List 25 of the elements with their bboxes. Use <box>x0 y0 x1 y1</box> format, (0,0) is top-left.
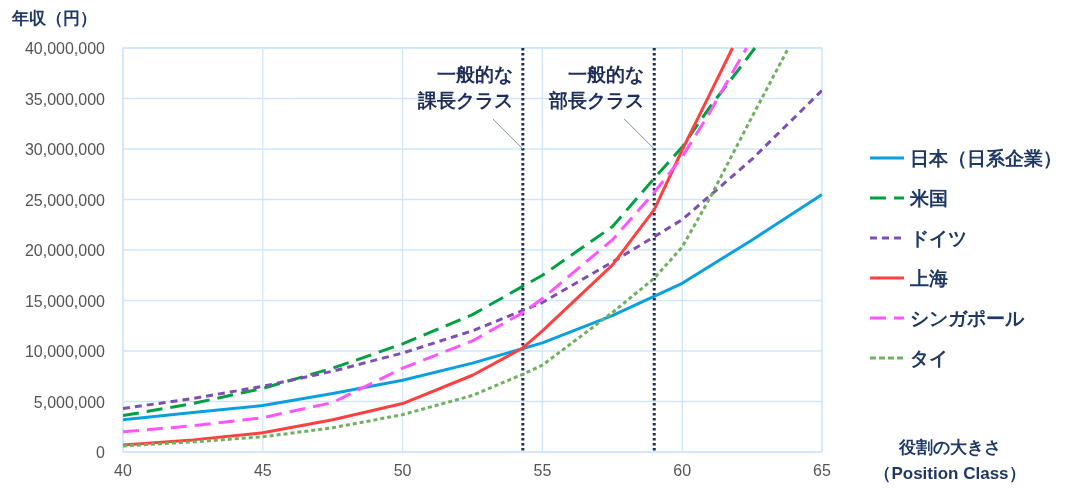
y-tick-label: 0 <box>96 444 106 461</box>
x-tick-label: 60 <box>673 462 692 479</box>
y-tick-label: 25,000,000 <box>24 191 106 209</box>
legend-label: シンガポール <box>910 308 1025 329</box>
y-tick-label: 35,000,000 <box>24 90 106 108</box>
legend-label: タイ <box>910 348 948 369</box>
y-tick-label: 30,000,000 <box>24 141 106 158</box>
y-axis-title: 年収（円） <box>11 9 97 28</box>
x-axis-title: 役割の大きさ（Position Class） <box>874 438 1026 483</box>
y-tick-label: 5,000,000 <box>33 393 106 411</box>
x-tick-label: 45 <box>253 462 272 479</box>
x-tick-label: 50 <box>393 462 412 479</box>
y-tick-label: 20,000,000 <box>24 242 106 259</box>
x-tick-label: 40 <box>114 462 132 479</box>
ref-line-label: 一般的な課長クラス <box>416 64 513 111</box>
y-tick-label: 15,000,000 <box>24 292 106 310</box>
y-tick-label: 40,000,000 <box>24 40 106 57</box>
legend-label: 米国 <box>909 188 948 209</box>
y-tick-label: 10,000,000 <box>24 343 106 360</box>
x-tick-label: 65 <box>813 462 831 479</box>
ref-line-label: 一般的な部長クラス <box>548 64 645 111</box>
x-tick-label: 55 <box>533 462 552 479</box>
legend-label: ドイツ <box>910 228 967 249</box>
legend-label: 日本（日系企業） <box>910 148 1062 169</box>
legend-label: 上海 <box>909 268 948 289</box>
